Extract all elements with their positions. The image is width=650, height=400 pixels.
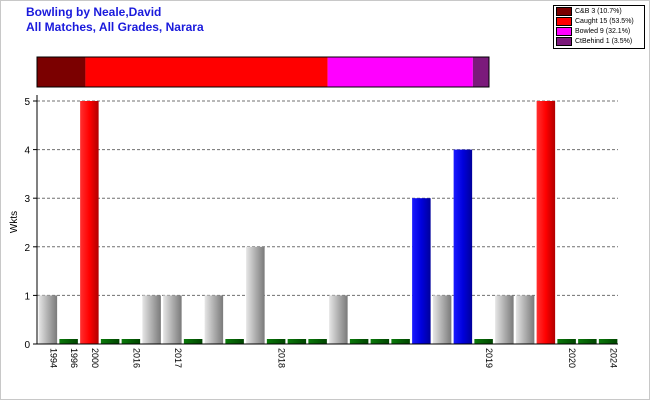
x-tick-label: 2017: [173, 348, 183, 368]
summary-segment-caught: [85, 57, 328, 87]
y-tick-label: 2: [24, 243, 30, 254]
legend-label: CtBehind 1 (3.5%): [575, 38, 633, 45]
legend-item-bowled: Bowled 9 (32.1%): [556, 27, 630, 36]
bar-zero: [183, 339, 203, 344]
summary-bar-border: [36, 56, 490, 88]
y-tick-label: 0: [24, 340, 30, 351]
bar-zero: [287, 339, 307, 344]
y-axis-label: Wkts: [9, 211, 20, 233]
legend-swatch: [556, 17, 572, 26]
legend-item-ctbehind: CtBehind 1 (3.5%): [556, 37, 632, 46]
bar-red: [80, 101, 99, 344]
legend-label: C&B 3 (10.7%): [575, 8, 622, 15]
legend: C&B 3 (10.7%) Caught 15 (53.5%) Bowled 9…: [553, 5, 645, 49]
x-tick-label: 2020: [567, 348, 577, 368]
x-tick-label: 1994: [48, 348, 58, 368]
bar-grey: [329, 295, 348, 344]
y-tick-label: 4: [24, 146, 30, 157]
bar-zero: [474, 339, 493, 344]
bar-grey: [495, 295, 514, 344]
x-tick-label: 1996: [69, 348, 79, 368]
y-tick-label: 1: [24, 291, 30, 302]
bar-zero: [557, 339, 576, 344]
bar-zero: [266, 339, 286, 344]
bar-zero: [578, 339, 597, 344]
bar-zero: [225, 339, 244, 344]
bar-zero: [100, 339, 120, 344]
summary-segment-bowled: [327, 57, 473, 87]
bar-zero: [59, 339, 78, 344]
bar-zero: [391, 339, 410, 344]
bar-zero: [121, 339, 141, 344]
legend-item-caught: Caught 15 (53.5%): [556, 17, 634, 26]
x-tick-label: 2016: [131, 348, 141, 368]
legend-swatch: [556, 37, 572, 46]
bar-grey: [432, 295, 452, 344]
bar-zero: [598, 339, 618, 344]
bar-zero: [308, 339, 327, 344]
x-tick-label: 2018: [277, 348, 287, 368]
bar-grey: [163, 295, 182, 344]
bar-blue: [453, 149, 473, 344]
bar-grey: [142, 295, 161, 344]
x-tick-label: 2000: [90, 348, 100, 368]
bar-blue: [412, 198, 431, 344]
legend-swatch: [556, 27, 572, 36]
x-tick-label: 2024: [609, 348, 619, 368]
bar-red: [536, 101, 556, 344]
bar-grey: [246, 246, 265, 344]
summary-segment-cb: [37, 57, 86, 87]
bar-grey: [515, 295, 535, 344]
summary-segment-ctbehind: [472, 57, 489, 87]
y-tick-label: 3: [24, 194, 30, 205]
bar-grey: [204, 295, 224, 344]
y-tick-label: 5: [24, 97, 30, 108]
chart-title: Bowling by Neale,David: [26, 5, 162, 19]
legend-swatch: [556, 7, 572, 16]
bar-zero: [349, 339, 369, 344]
x-tick-label: 2019: [484, 348, 494, 368]
bar-grey: [38, 295, 58, 344]
bar-zero: [370, 339, 390, 344]
legend-item-cb: C&B 3 (10.7%): [556, 7, 622, 16]
legend-label: Bowled 9 (32.1%): [575, 28, 631, 35]
chart-subtitle: All Matches, All Grades, Narara: [26, 20, 204, 34]
legend-label: Caught 15 (53.5%): [575, 18, 634, 25]
